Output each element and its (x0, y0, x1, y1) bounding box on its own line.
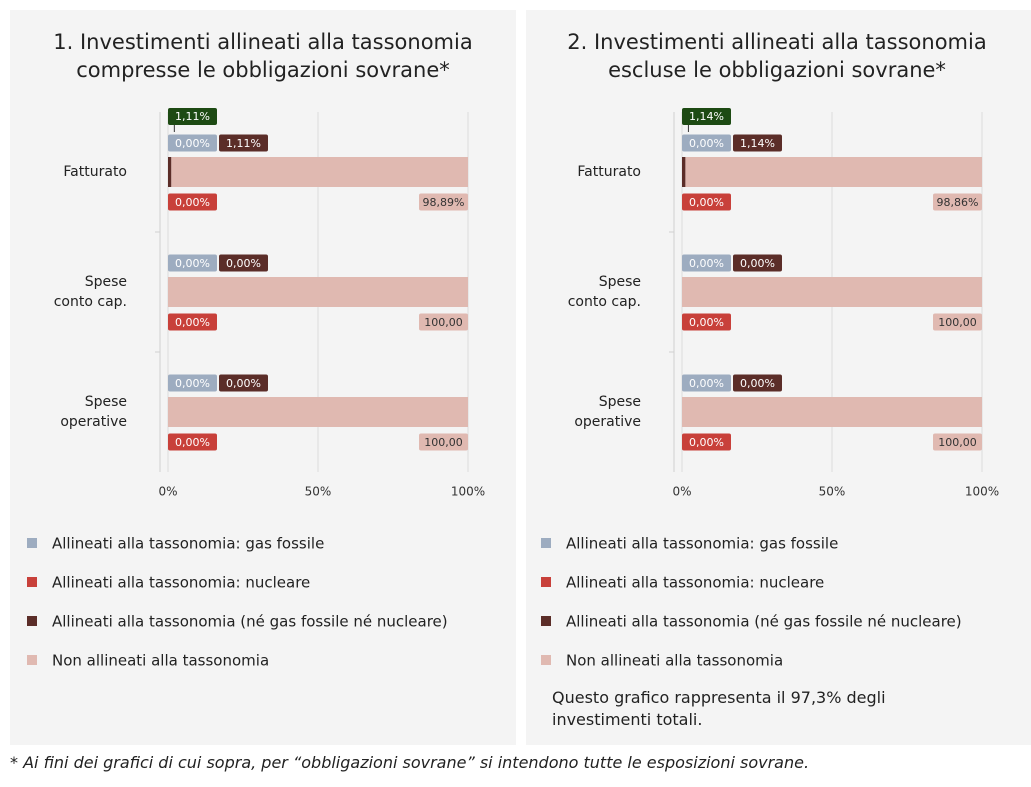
bar-segment (168, 277, 468, 307)
category-label: Spese conto cap. (53, 274, 127, 310)
value-label-box (933, 433, 982, 451)
bar-segment (685, 157, 982, 187)
x-tick-label: 50% (819, 485, 846, 499)
bar-segment (168, 157, 172, 187)
value-label: 0,00% (689, 377, 724, 390)
value-label-box (168, 193, 217, 211)
x-tick-label: 0% (158, 485, 177, 499)
bar-segment (682, 277, 982, 307)
value-label-box (168, 433, 217, 451)
value-label: 0,00% (689, 316, 724, 329)
value-label-box (168, 313, 217, 331)
category-label: Fatturato (577, 164, 641, 180)
legend-swatch (27, 577, 37, 587)
value-label: 0,00% (175, 316, 210, 329)
x-tick-label: 100% (451, 485, 485, 499)
value-label: 0,00% (689, 137, 724, 150)
x-tick-label: 0% (672, 485, 691, 499)
value-label: 0,00% (740, 377, 775, 390)
annotation-box (682, 108, 731, 125)
category-label: Spese conto cap. (567, 274, 641, 310)
value-label-box (419, 433, 468, 451)
annotation-label: 1,11% (175, 110, 210, 123)
bar-segment (682, 397, 982, 427)
footnote: * Ai fini dei grafici di cui sopra, per … (10, 753, 810, 772)
value-label: 0,00% (689, 257, 724, 270)
value-label: 0,00% (689, 196, 724, 209)
value-label-box (733, 134, 782, 152)
value-label-box (682, 313, 731, 331)
legend-swatch (541, 577, 551, 587)
legend-label: Non allineati alla tassonomia (566, 652, 783, 670)
legend-label: Allineati alla tassonomia: gas fossile (566, 535, 838, 553)
value-label: 1,11% (226, 137, 261, 150)
value-label-box (168, 134, 217, 152)
value-label: 0,00% (689, 436, 724, 449)
legend-swatch (27, 538, 37, 548)
value-label: 0,00% (740, 257, 775, 270)
value-label-box (733, 374, 782, 392)
value-label-box (682, 134, 731, 152)
value-label: 0,00% (175, 436, 210, 449)
value-label: 100,00 (938, 316, 977, 329)
chart-title: 2. Investimenti allineati alla tassonomi… (567, 30, 987, 82)
legend-label: Allineati alla tassonomia (né gas fossil… (52, 613, 448, 631)
value-label-box (419, 313, 468, 331)
value-label: 0,00% (175, 257, 210, 270)
category-label: Fatturato (63, 164, 127, 180)
legend-label: Allineati alla tassonomia: nucleare (52, 574, 310, 592)
value-label-box (682, 254, 731, 272)
value-label: 98,86% (937, 196, 979, 209)
value-label-box (933, 193, 982, 211)
value-label-box (682, 374, 731, 392)
legend-label: Allineati alla tassonomia (né gas fossil… (566, 613, 962, 631)
chart-note: Questo grafico rappresenta il 97,3% degl… (552, 688, 886, 729)
bar-segment (168, 397, 468, 427)
legend-label: Allineati alla tassonomia: gas fossile (52, 535, 324, 553)
x-tick-label: 50% (305, 485, 332, 499)
value-label: 100,00 (938, 436, 977, 449)
legend-swatch (541, 616, 551, 626)
legend-label: Non allineati alla tassonomia (52, 652, 269, 670)
value-label-box (682, 433, 731, 451)
category-label: Spese operative (60, 394, 127, 430)
bar-segment (682, 157, 686, 187)
value-label-box (933, 313, 982, 331)
value-label: 100,00 (424, 316, 463, 329)
value-label-box (419, 193, 468, 211)
chart-title: 1. Investimenti allineati alla tassonomi… (53, 30, 473, 82)
value-label-box (733, 254, 782, 272)
value-label: 98,89% (423, 196, 465, 209)
legend-swatch (541, 655, 551, 665)
legend-label: Allineati alla tassonomia: nucleare (566, 574, 824, 592)
category-label: Spese operative (574, 394, 641, 430)
value-label: 0,00% (175, 196, 210, 209)
annotation-box (168, 108, 217, 125)
value-label: 0,00% (175, 137, 210, 150)
x-tick-label: 100% (965, 485, 999, 499)
value-label-box (168, 374, 217, 392)
legend-swatch (27, 655, 37, 665)
legend-swatch (27, 616, 37, 626)
legend-swatch (541, 538, 551, 548)
value-label: 0,00% (226, 257, 261, 270)
value-label-box (219, 374, 268, 392)
value-label-box (682, 193, 731, 211)
value-label: 0,00% (175, 377, 210, 390)
annotation-label: 1,14% (689, 110, 724, 123)
value-label: 100,00 (424, 436, 463, 449)
value-label-box (219, 254, 268, 272)
value-label-box (219, 134, 268, 152)
value-label-box (168, 254, 217, 272)
bar-segment (171, 157, 468, 187)
value-label: 1,14% (740, 137, 775, 150)
value-label: 0,00% (226, 377, 261, 390)
